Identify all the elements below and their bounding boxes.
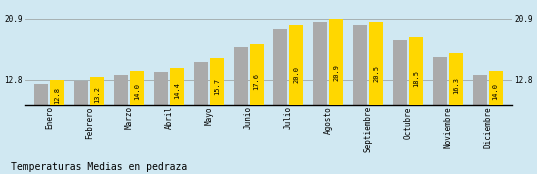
Bar — [449, 53, 463, 105]
Bar — [393, 41, 407, 105]
Text: 13.2: 13.2 — [94, 86, 100, 103]
Text: 12.8: 12.8 — [54, 87, 60, 104]
Bar — [409, 37, 423, 105]
Bar — [313, 22, 327, 105]
Bar — [234, 47, 248, 105]
Bar — [50, 80, 64, 105]
Text: 14.0: 14.0 — [134, 83, 140, 100]
Bar — [74, 81, 88, 105]
Text: 14.4: 14.4 — [174, 82, 180, 99]
Bar — [353, 25, 367, 105]
Text: 20.0: 20.0 — [293, 66, 300, 83]
Text: 17.6: 17.6 — [253, 73, 259, 90]
Text: 20.9: 20.9 — [333, 64, 339, 81]
Text: 18.5: 18.5 — [413, 70, 419, 87]
Bar — [170, 68, 184, 105]
Bar — [130, 71, 144, 105]
Text: 20.5: 20.5 — [373, 65, 379, 82]
Bar — [289, 25, 303, 105]
Bar — [90, 77, 104, 105]
Bar — [433, 57, 447, 105]
Bar — [34, 84, 48, 105]
Bar — [273, 29, 287, 105]
Bar — [329, 19, 343, 105]
Bar — [250, 44, 264, 105]
Bar — [369, 22, 383, 105]
Text: 14.0: 14.0 — [492, 83, 499, 100]
Text: Temperaturas Medias en pedraza: Temperaturas Medias en pedraza — [11, 162, 187, 172]
Bar — [489, 71, 503, 105]
Bar — [114, 74, 128, 105]
Bar — [194, 62, 208, 105]
Bar — [210, 58, 224, 105]
Bar — [154, 72, 168, 105]
Text: 15.7: 15.7 — [214, 78, 220, 96]
Text: 16.3: 16.3 — [453, 77, 459, 94]
Bar — [473, 74, 487, 105]
